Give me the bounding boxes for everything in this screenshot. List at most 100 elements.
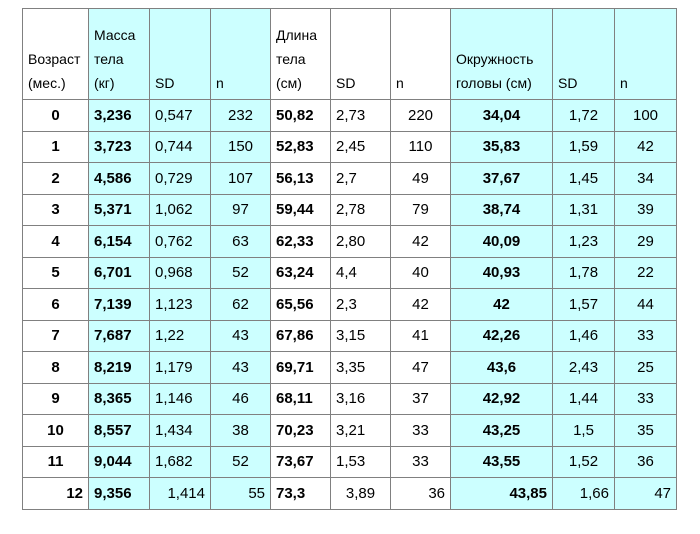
- cell-length: 73,67: [270, 445, 331, 478]
- cell-length-n: 42: [390, 288, 451, 321]
- cell-head-circumference: 43,25: [450, 414, 553, 447]
- cell-length-n: 36: [390, 477, 451, 510]
- cell-head-n: 100: [614, 99, 677, 132]
- cell-weight-sd: 0,744: [149, 130, 211, 163]
- cell-age: 0: [22, 99, 89, 132]
- cell-length-n: 33: [390, 445, 451, 478]
- cell-head-sd: 1,78: [552, 256, 615, 289]
- cell-weight-n: 232: [210, 99, 271, 132]
- header-age: Возраст (мес.): [22, 8, 89, 100]
- cell-length: 63,24: [270, 256, 331, 289]
- cell-length-n: 40: [390, 256, 451, 289]
- header-head-n: n: [614, 8, 677, 100]
- cell-length: 62,33: [270, 225, 331, 258]
- cell-weight-sd: 1,414: [149, 477, 211, 510]
- cell-weight: 8,557: [88, 414, 150, 447]
- cell-length: 68,11: [270, 382, 331, 415]
- cell-head-sd: 1,45: [552, 162, 615, 195]
- cell-length: 59,44: [270, 193, 331, 226]
- table-row: 8 8,219 1,179 43 69,71 3,35 47 43,6 2,43 25: [22, 351, 677, 384]
- cell-weight-sd: 1,123: [149, 288, 211, 321]
- table-row: 9 8,365 1,146 46 68,11 3,16 37 42,92 1,44 33: [22, 382, 677, 415]
- cell-weight-n: 97: [210, 193, 271, 226]
- cell-head-n: 25: [614, 351, 677, 384]
- cell-head-circumference: 38,74: [450, 193, 553, 226]
- cell-head-n: 34: [614, 162, 677, 195]
- cell-age: 11: [22, 445, 89, 478]
- cell-length-sd: 2,73: [330, 99, 391, 132]
- cell-head-sd: 1,44: [552, 382, 615, 415]
- table-row: 7 7,687 1,22 43 67,86 3,15 41 42,26 1,46 33: [22, 319, 677, 352]
- cell-weight-sd: 1,22: [149, 319, 211, 352]
- cell-head-circumference: 35,83: [450, 130, 553, 163]
- cell-length-n: 37: [390, 382, 451, 415]
- cell-length-sd: 3,89: [330, 477, 391, 510]
- cell-length-sd: 4,4: [330, 256, 391, 289]
- cell-length-sd: 3,35: [330, 351, 391, 384]
- cell-weight-n: 62: [210, 288, 271, 321]
- cell-age: 4: [22, 225, 89, 258]
- cell-head-sd: 1,46: [552, 319, 615, 352]
- cell-head-circumference: 43,85: [450, 477, 553, 510]
- header-weight-n: n: [210, 8, 271, 100]
- cell-weight-sd: 0,762: [149, 225, 211, 258]
- cell-head-sd: 1,72: [552, 99, 615, 132]
- cell-length-sd: 1,53: [330, 445, 391, 478]
- cell-length: 70,23: [270, 414, 331, 447]
- cell-age: 5: [22, 256, 89, 289]
- cell-length-sd: 3,15: [330, 319, 391, 352]
- cell-weight: 8,219: [88, 351, 150, 384]
- cell-length-n: 33: [390, 414, 451, 447]
- cell-weight: 5,371: [88, 193, 150, 226]
- cell-head-sd: 1,23: [552, 225, 615, 258]
- table-row: 3 5,371 1,062 97 59,44 2,78 79 38,74 1,31 39: [22, 193, 677, 226]
- cell-length-n: 47: [390, 351, 451, 384]
- table-row: 12 9,356 1,414 55 73,3 3,89 36 43,85 1,66 47: [22, 477, 677, 510]
- cell-weight: 8,365: [88, 382, 150, 415]
- cell-head-n: 29: [614, 225, 677, 258]
- cell-length: 52,83: [270, 130, 331, 163]
- cell-weight: 9,356: [88, 477, 150, 510]
- cell-head-circumference: 37,67: [450, 162, 553, 195]
- cell-weight-n: 43: [210, 319, 271, 352]
- cell-weight-n: 52: [210, 445, 271, 478]
- cell-length-sd: 2,7: [330, 162, 391, 195]
- cell-head-n: 47: [614, 477, 677, 510]
- cell-weight-n: 43: [210, 351, 271, 384]
- header-length-sd: SD: [330, 8, 391, 100]
- cell-length: 56,13: [270, 162, 331, 195]
- header-weight: Масса тела (кг): [88, 8, 150, 100]
- cell-head-sd: 2,43: [552, 351, 615, 384]
- cell-age: 1: [22, 130, 89, 163]
- cell-age: 6: [22, 288, 89, 321]
- cell-length-sd: 2,80: [330, 225, 391, 258]
- table-row: 4 6,154 0,762 63 62,33 2,80 42 40,09 1,23 29: [22, 225, 677, 258]
- cell-length-sd: 3,16: [330, 382, 391, 415]
- growth-table: Возраст (мес.) Масса тела (кг) SD n Длин…: [22, 8, 677, 510]
- table-row: 10 8,557 1,434 38 70,23 3,21 33 43,25 1,5 35: [22, 414, 677, 447]
- cell-head-circumference: 42,26: [450, 319, 553, 352]
- cell-head-n: 22: [614, 256, 677, 289]
- table-row: 6 7,139 1,123 62 65,56 2,3 42 42 1,57 44: [22, 288, 677, 321]
- header-length: Длина тела (см): [270, 8, 331, 100]
- cell-length-sd: 2,45: [330, 130, 391, 163]
- cell-length: 67,86: [270, 319, 331, 352]
- cell-weight-sd: 0,968: [149, 256, 211, 289]
- cell-head-circumference: 43,55: [450, 445, 553, 478]
- cell-weight-sd: 1,682: [149, 445, 211, 478]
- cell-length-n: 110: [390, 130, 451, 163]
- cell-head-n: 39: [614, 193, 677, 226]
- cell-weight: 9,044: [88, 445, 150, 478]
- cell-length: 69,71: [270, 351, 331, 384]
- cell-age: 12: [22, 477, 89, 510]
- cell-age: 10: [22, 414, 89, 447]
- cell-age: 7: [22, 319, 89, 352]
- cell-weight: 4,586: [88, 162, 150, 195]
- cell-weight: 3,236: [88, 99, 150, 132]
- cell-head-n: 33: [614, 319, 677, 352]
- cell-head-sd: 1,5: [552, 414, 615, 447]
- cell-head-circumference: 42,92: [450, 382, 553, 415]
- cell-weight: 7,687: [88, 319, 150, 352]
- table-row: 5 6,701 0,968 52 63,24 4,4 40 40,93 1,78 22: [22, 256, 677, 289]
- cell-weight-sd: 1,434: [149, 414, 211, 447]
